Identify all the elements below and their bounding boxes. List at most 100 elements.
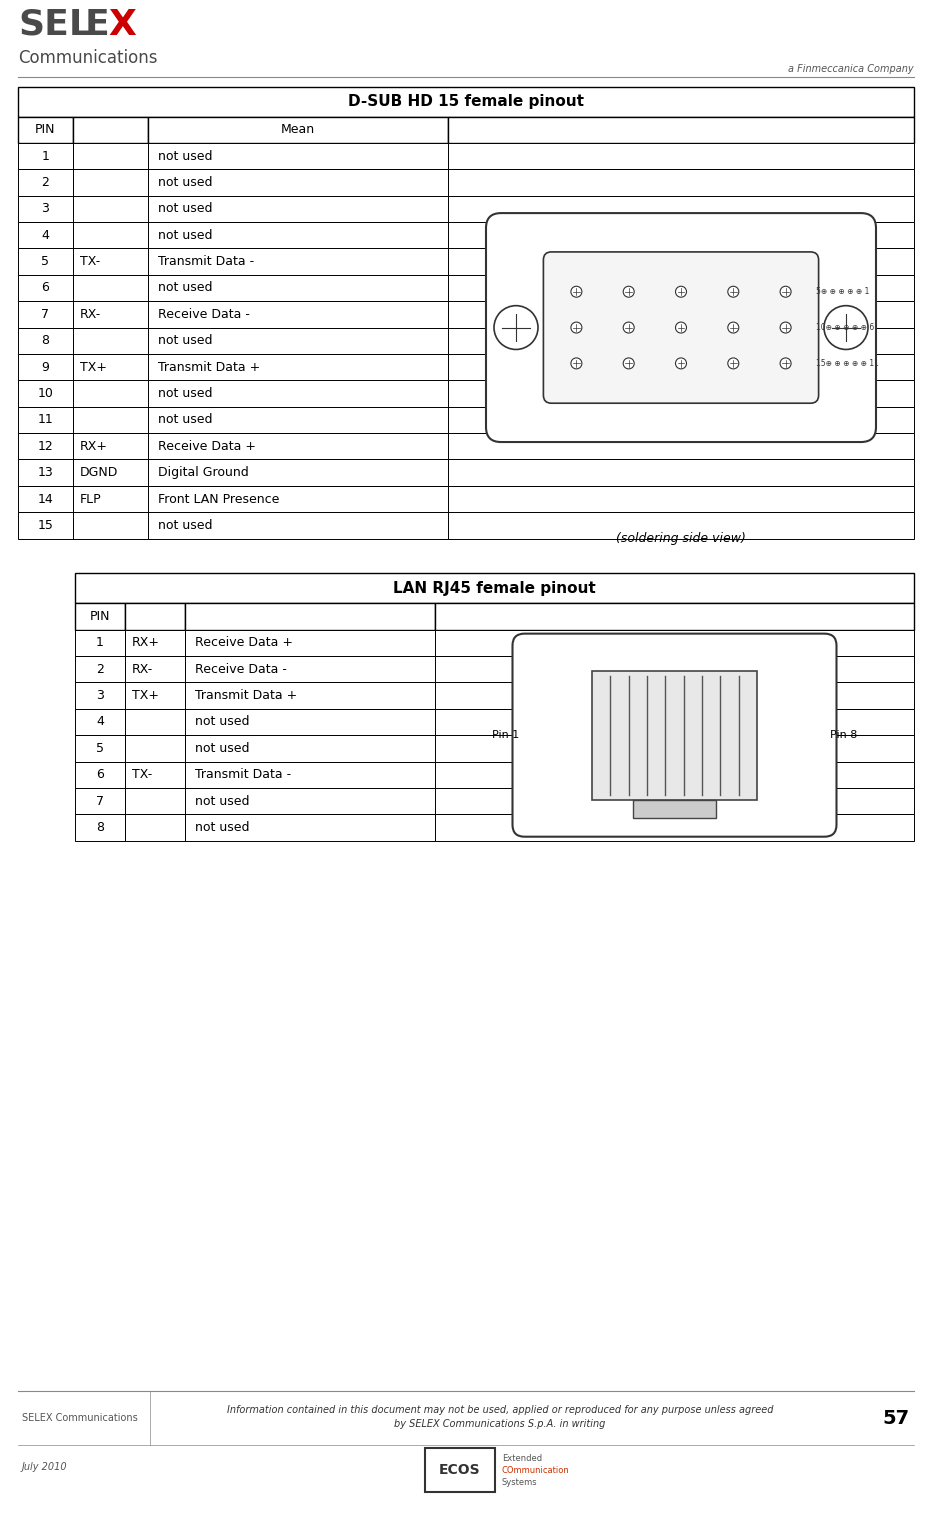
- Text: COmmunication: COmmunication: [502, 1466, 569, 1475]
- Bar: [18, 195, 73, 223]
- Text: not used: not used: [195, 741, 250, 755]
- Bar: [185, 761, 435, 788]
- Text: 13: 13: [37, 467, 53, 479]
- Text: 15: 15: [37, 518, 53, 532]
- Bar: [73, 223, 148, 249]
- Text: Systems: Systems: [502, 1478, 538, 1487]
- Text: 10: 10: [37, 387, 53, 400]
- Bar: [148, 195, 448, 223]
- Bar: [18, 433, 73, 459]
- Bar: [448, 433, 914, 459]
- Text: RX-: RX-: [132, 663, 153, 676]
- Text: RX+: RX+: [80, 439, 108, 453]
- Bar: [185, 814, 435, 840]
- Text: TX+: TX+: [80, 360, 107, 374]
- Bar: [448, 195, 914, 223]
- Text: not used: not used: [158, 334, 212, 348]
- Bar: [448, 459, 914, 486]
- Text: 7: 7: [96, 795, 104, 808]
- Bar: [18, 512, 73, 538]
- Bar: [18, 223, 73, 249]
- Circle shape: [624, 358, 634, 369]
- Bar: [448, 249, 914, 274]
- Text: DGND: DGND: [80, 467, 118, 479]
- Bar: [448, 407, 914, 433]
- Bar: [18, 87, 914, 116]
- Bar: [185, 788, 435, 814]
- Circle shape: [624, 322, 634, 332]
- Bar: [73, 407, 148, 433]
- Circle shape: [676, 287, 687, 297]
- Text: not used: not used: [158, 413, 212, 427]
- Bar: [448, 328, 914, 354]
- Text: SELEX Communications: SELEX Communications: [22, 1414, 138, 1423]
- Bar: [633, 799, 716, 817]
- Bar: [148, 328, 448, 354]
- Bar: [435, 735, 914, 761]
- Bar: [148, 512, 448, 538]
- Bar: [18, 169, 73, 195]
- Text: Transmit Data +: Transmit Data +: [195, 689, 297, 702]
- Text: FLP: FLP: [80, 493, 102, 505]
- Bar: [592, 671, 757, 799]
- Text: 3: 3: [96, 689, 104, 702]
- Text: Receive Data -: Receive Data -: [158, 308, 250, 320]
- Bar: [185, 630, 435, 656]
- Text: 3: 3: [42, 203, 49, 215]
- Text: Pin 8: Pin 8: [829, 730, 857, 740]
- Text: 6: 6: [96, 769, 104, 781]
- Text: PIN: PIN: [89, 610, 110, 624]
- Text: 15⊕ ⊕ ⊕ ⊕ ⊕ 11: 15⊕ ⊕ ⊕ ⊕ ⊕ 11: [816, 358, 879, 368]
- Bar: [435, 761, 914, 788]
- Bar: [73, 249, 148, 274]
- Bar: [73, 380, 148, 407]
- Bar: [18, 143, 73, 169]
- Bar: [125, 814, 185, 840]
- Text: SEL: SEL: [18, 8, 92, 41]
- Bar: [435, 656, 914, 682]
- Text: TX+: TX+: [132, 689, 159, 702]
- Bar: [18, 274, 73, 300]
- Bar: [73, 300, 148, 328]
- Bar: [18, 328, 73, 354]
- Bar: [185, 709, 435, 735]
- Text: July 2010: July 2010: [22, 1462, 68, 1472]
- Bar: [185, 735, 435, 761]
- Text: Information contained in this document may not be used, applied or reproduced fo: Information contained in this document m…: [226, 1406, 774, 1429]
- Bar: [185, 656, 435, 682]
- Bar: [73, 459, 148, 486]
- Bar: [75, 788, 125, 814]
- Bar: [125, 709, 185, 735]
- Bar: [125, 735, 185, 761]
- Text: 57: 57: [883, 1409, 910, 1427]
- Text: 4: 4: [96, 715, 104, 729]
- Text: 5: 5: [96, 741, 104, 755]
- Bar: [75, 735, 125, 761]
- Bar: [73, 143, 148, 169]
- Bar: [448, 116, 914, 143]
- Bar: [148, 459, 448, 486]
- Text: (soldering side view): (soldering side view): [616, 532, 746, 544]
- Circle shape: [571, 358, 582, 369]
- Circle shape: [728, 322, 739, 332]
- Bar: [125, 788, 185, 814]
- Bar: [148, 116, 448, 143]
- Bar: [448, 300, 914, 328]
- Bar: [448, 486, 914, 512]
- Circle shape: [780, 322, 791, 332]
- Bar: [75, 761, 125, 788]
- Text: TX-: TX-: [132, 769, 152, 781]
- Text: 12: 12: [37, 439, 53, 453]
- Text: not used: not used: [158, 175, 212, 189]
- Text: RX+: RX+: [132, 636, 160, 650]
- Bar: [425, 1449, 495, 1491]
- Bar: [148, 380, 448, 407]
- Text: Transmit Data +: Transmit Data +: [158, 360, 260, 374]
- Bar: [148, 354, 448, 380]
- Bar: [148, 223, 448, 249]
- Bar: [148, 486, 448, 512]
- Text: Front LAN Presence: Front LAN Presence: [158, 493, 280, 505]
- Bar: [448, 169, 914, 195]
- Text: RX-: RX-: [80, 308, 102, 320]
- Bar: [185, 604, 435, 630]
